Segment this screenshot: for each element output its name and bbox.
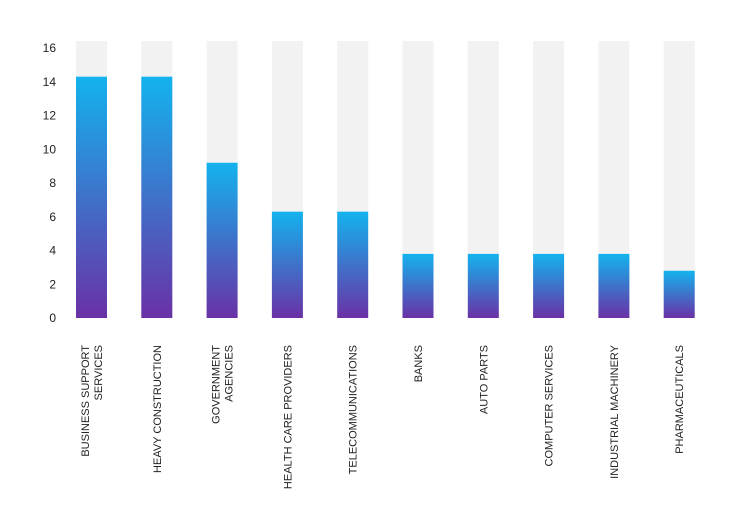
x-category-label-line: HEAVY CONSTRUCTION	[152, 345, 164, 473]
x-category-label-line: BANKS	[413, 345, 425, 382]
x-category-label-line: SERVICES	[93, 345, 105, 400]
bar	[206, 162, 238, 318]
x-axis-labels: BUSINESS SUPPORTSERVICES HEAVY CONSTRUCTI…	[80, 344, 686, 489]
bar	[663, 270, 695, 318]
y-tick-label: 12	[43, 109, 57, 123]
x-category-label-line: BUSINESS SUPPORT	[80, 345, 92, 457]
x-category-label-line: GOVERNMENT	[211, 345, 223, 424]
x-category-label: GOVERNMENTAGENCIES	[211, 345, 236, 424]
y-tick-label: 4	[49, 244, 56, 258]
y-tick-label: 6	[49, 210, 56, 224]
x-category-label-line: AGENCIES	[224, 345, 236, 402]
x-category-label: COMPUTER SERVICES	[544, 345, 556, 466]
bar	[141, 76, 173, 318]
x-category-label: AUTO PARTS	[478, 345, 490, 414]
x-category-label: PHARMACEUTICALS	[674, 345, 686, 454]
y-tick-label: 14	[43, 75, 57, 89]
x-category-label: BANKS	[413, 345, 425, 382]
y-tick-label: 10	[43, 142, 57, 156]
x-category-label-line: INDUSTRIAL MACHINERY	[609, 344, 621, 479]
x-category-label: BUSINESS SUPPORTSERVICES	[80, 345, 105, 457]
bar	[533, 253, 565, 318]
x-category-label-line: HEALTH CARE PROVIDERS	[282, 345, 294, 489]
bar	[402, 253, 434, 318]
x-category-label: TELECOMMUNICATIONS	[348, 345, 360, 474]
y-axis: 0 2 4 6 8 10 12 14 16	[43, 41, 57, 325]
bar	[467, 253, 499, 318]
x-category-label-line: PHARMACEUTICALS	[674, 345, 686, 454]
y-tick-label: 16	[43, 41, 57, 55]
bars	[76, 76, 695, 318]
y-tick-label: 2	[49, 277, 56, 291]
x-category-label: INDUSTRIAL MACHINERY	[609, 344, 621, 479]
x-category-label-line: COMPUTER SERVICES	[544, 345, 556, 466]
y-tick-label: 0	[49, 311, 56, 325]
bar	[271, 211, 303, 318]
x-category-label-line: TELECOMMUNICATIONS	[348, 345, 360, 474]
bar	[76, 76, 107, 318]
bar	[598, 253, 630, 318]
y-tick-label: 8	[49, 176, 56, 190]
bar	[337, 211, 369, 318]
x-category-label: HEAVY CONSTRUCTION	[152, 345, 164, 473]
x-category-label: HEALTH CARE PROVIDERS	[282, 345, 294, 489]
x-category-label-line: AUTO PARTS	[478, 345, 490, 414]
